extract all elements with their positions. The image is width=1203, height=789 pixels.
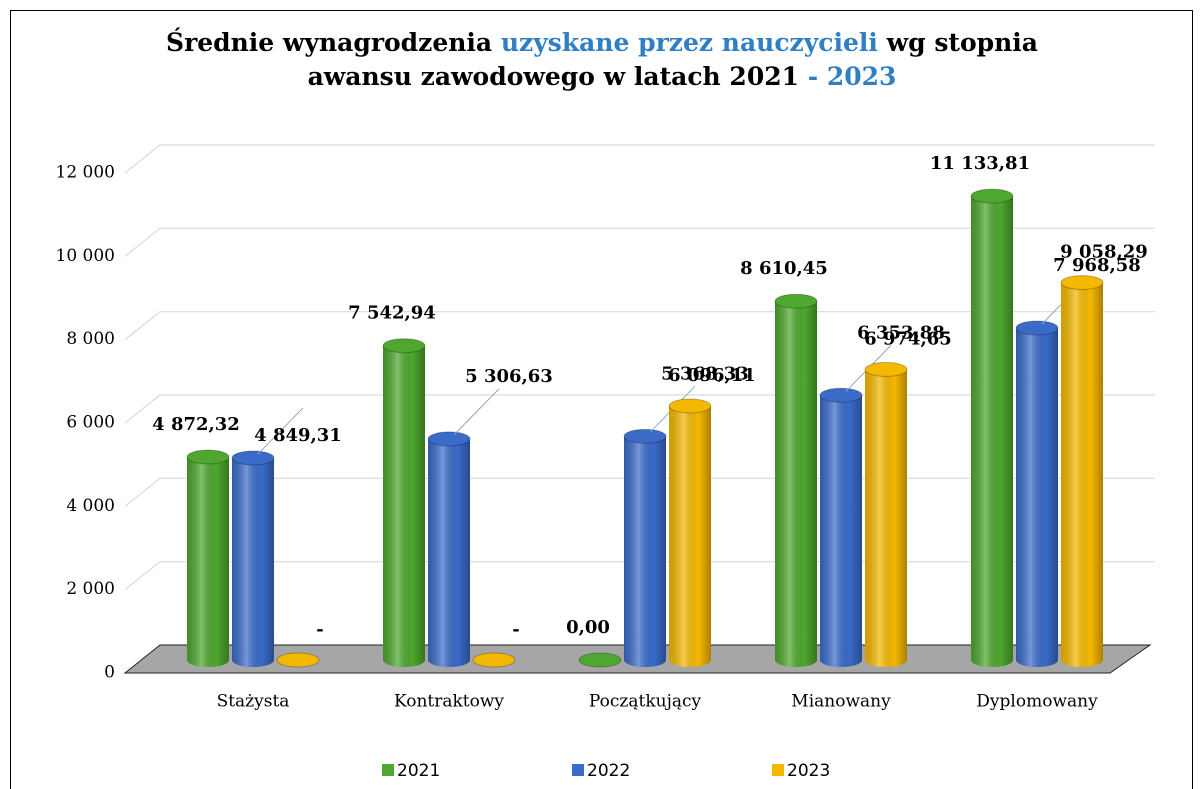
y-tick-label: 2 000 — [66, 579, 115, 599]
x-tick-label: Mianowany — [791, 692, 891, 712]
bar-top — [382, 338, 426, 354]
data-label: 9 058,29 — [1060, 242, 1148, 263]
leader-line — [453, 388, 500, 436]
grid-line — [124, 227, 1155, 257]
legend-label: 2022 — [587, 761, 630, 781]
bar-bottom-shade — [820, 653, 862, 667]
bar-shade — [820, 395, 862, 660]
legend-swatch — [382, 764, 394, 776]
y-tick-label: 0 — [104, 663, 115, 683]
bar-top — [231, 450, 275, 466]
bar-bottom-shade — [232, 653, 274, 667]
grid-line — [124, 144, 1155, 174]
bar-shade — [865, 369, 907, 660]
bar-top — [970, 188, 1014, 204]
bar-shade — [428, 438, 470, 660]
bar-bottom-shade — [775, 653, 817, 667]
bar-top — [1015, 320, 1059, 336]
data-label: 7 968,58 — [1053, 255, 1141, 276]
frame — [10, 10, 1193, 789]
bar-shade — [624, 436, 666, 660]
data-label: 7 542,94 — [348, 303, 436, 324]
x-tick-label: Kontraktowy — [394, 692, 504, 712]
chart-title: awansu zawodowego w latach 2021 - 2023 — [308, 62, 897, 91]
y-tick-label: 6 000 — [66, 413, 115, 433]
grid-line — [124, 311, 1155, 341]
bar-shade — [187, 456, 229, 660]
legend-swatch — [572, 764, 584, 776]
bar-top — [864, 361, 908, 377]
legend-label: 2023 — [787, 761, 830, 781]
data-label: 5 368,33 — [661, 363, 749, 384]
leader-line — [257, 407, 304, 455]
bar-shade — [1061, 282, 1103, 660]
bar-top — [578, 652, 622, 668]
bar-bottom-shade — [669, 653, 711, 667]
bar-top — [427, 431, 471, 447]
bar-bottom-shade — [865, 653, 907, 667]
bar-bottom-shade — [1061, 653, 1103, 667]
data-label: 4 849,31 — [254, 425, 342, 446]
data-label: 4 872,32 — [152, 414, 240, 435]
bar-top — [472, 652, 516, 668]
y-tick-label: 12 000 — [56, 163, 115, 183]
data-label: 6 096,11 — [668, 365, 756, 386]
bar-shade — [971, 196, 1013, 660]
chart-title: Średnie wynagrodzenia uzyskane przez nau… — [166, 28, 1038, 57]
data-label: 6 974,65 — [864, 328, 952, 349]
y-tick-label: 8 000 — [66, 329, 115, 349]
bar-top — [668, 398, 712, 414]
bar-shade — [232, 457, 274, 660]
bar-bottom-shade — [383, 653, 425, 667]
bar-top — [1060, 275, 1104, 291]
data-label: 5 306,63 — [465, 366, 553, 387]
bar-bottom-shade — [971, 653, 1013, 667]
bar-top — [186, 449, 230, 465]
legend-label: 2021 — [397, 761, 440, 781]
x-tick-label: Stażysta — [217, 692, 290, 712]
data-label: 0,00 — [566, 617, 610, 638]
data-label: 6 353,88 — [857, 322, 945, 343]
bar-bottom-shade — [187, 653, 229, 667]
bar-top — [623, 428, 667, 444]
bar-shade — [669, 405, 711, 660]
bar-shade — [1016, 327, 1058, 660]
data-label: - — [512, 619, 519, 640]
plot: 0 2 000 4 000 6 000 8 000 10 000 12 000 Stażyst… — [56, 144, 1155, 712]
y-tick-label: 10 000 — [56, 246, 115, 266]
data-label: - — [316, 619, 323, 640]
data-label: 8 610,45 — [740, 258, 828, 279]
bar-top — [774, 293, 818, 309]
bar-shade — [775, 301, 817, 660]
bar-bottom-shade — [1016, 653, 1058, 667]
bar-top — [276, 652, 320, 668]
x-tick-label: Dyplomowany — [976, 692, 1098, 712]
data-label: 11 133,81 — [930, 153, 1030, 174]
bar-top — [819, 387, 863, 403]
y-tick-label: 4 000 — [66, 496, 115, 516]
bar-bottom-shade — [428, 653, 470, 667]
bar-shade — [383, 345, 425, 660]
x-tick-label: Początkujący — [589, 692, 702, 712]
bar-bottom-shade — [624, 653, 666, 667]
legend-swatch — [772, 764, 784, 776]
